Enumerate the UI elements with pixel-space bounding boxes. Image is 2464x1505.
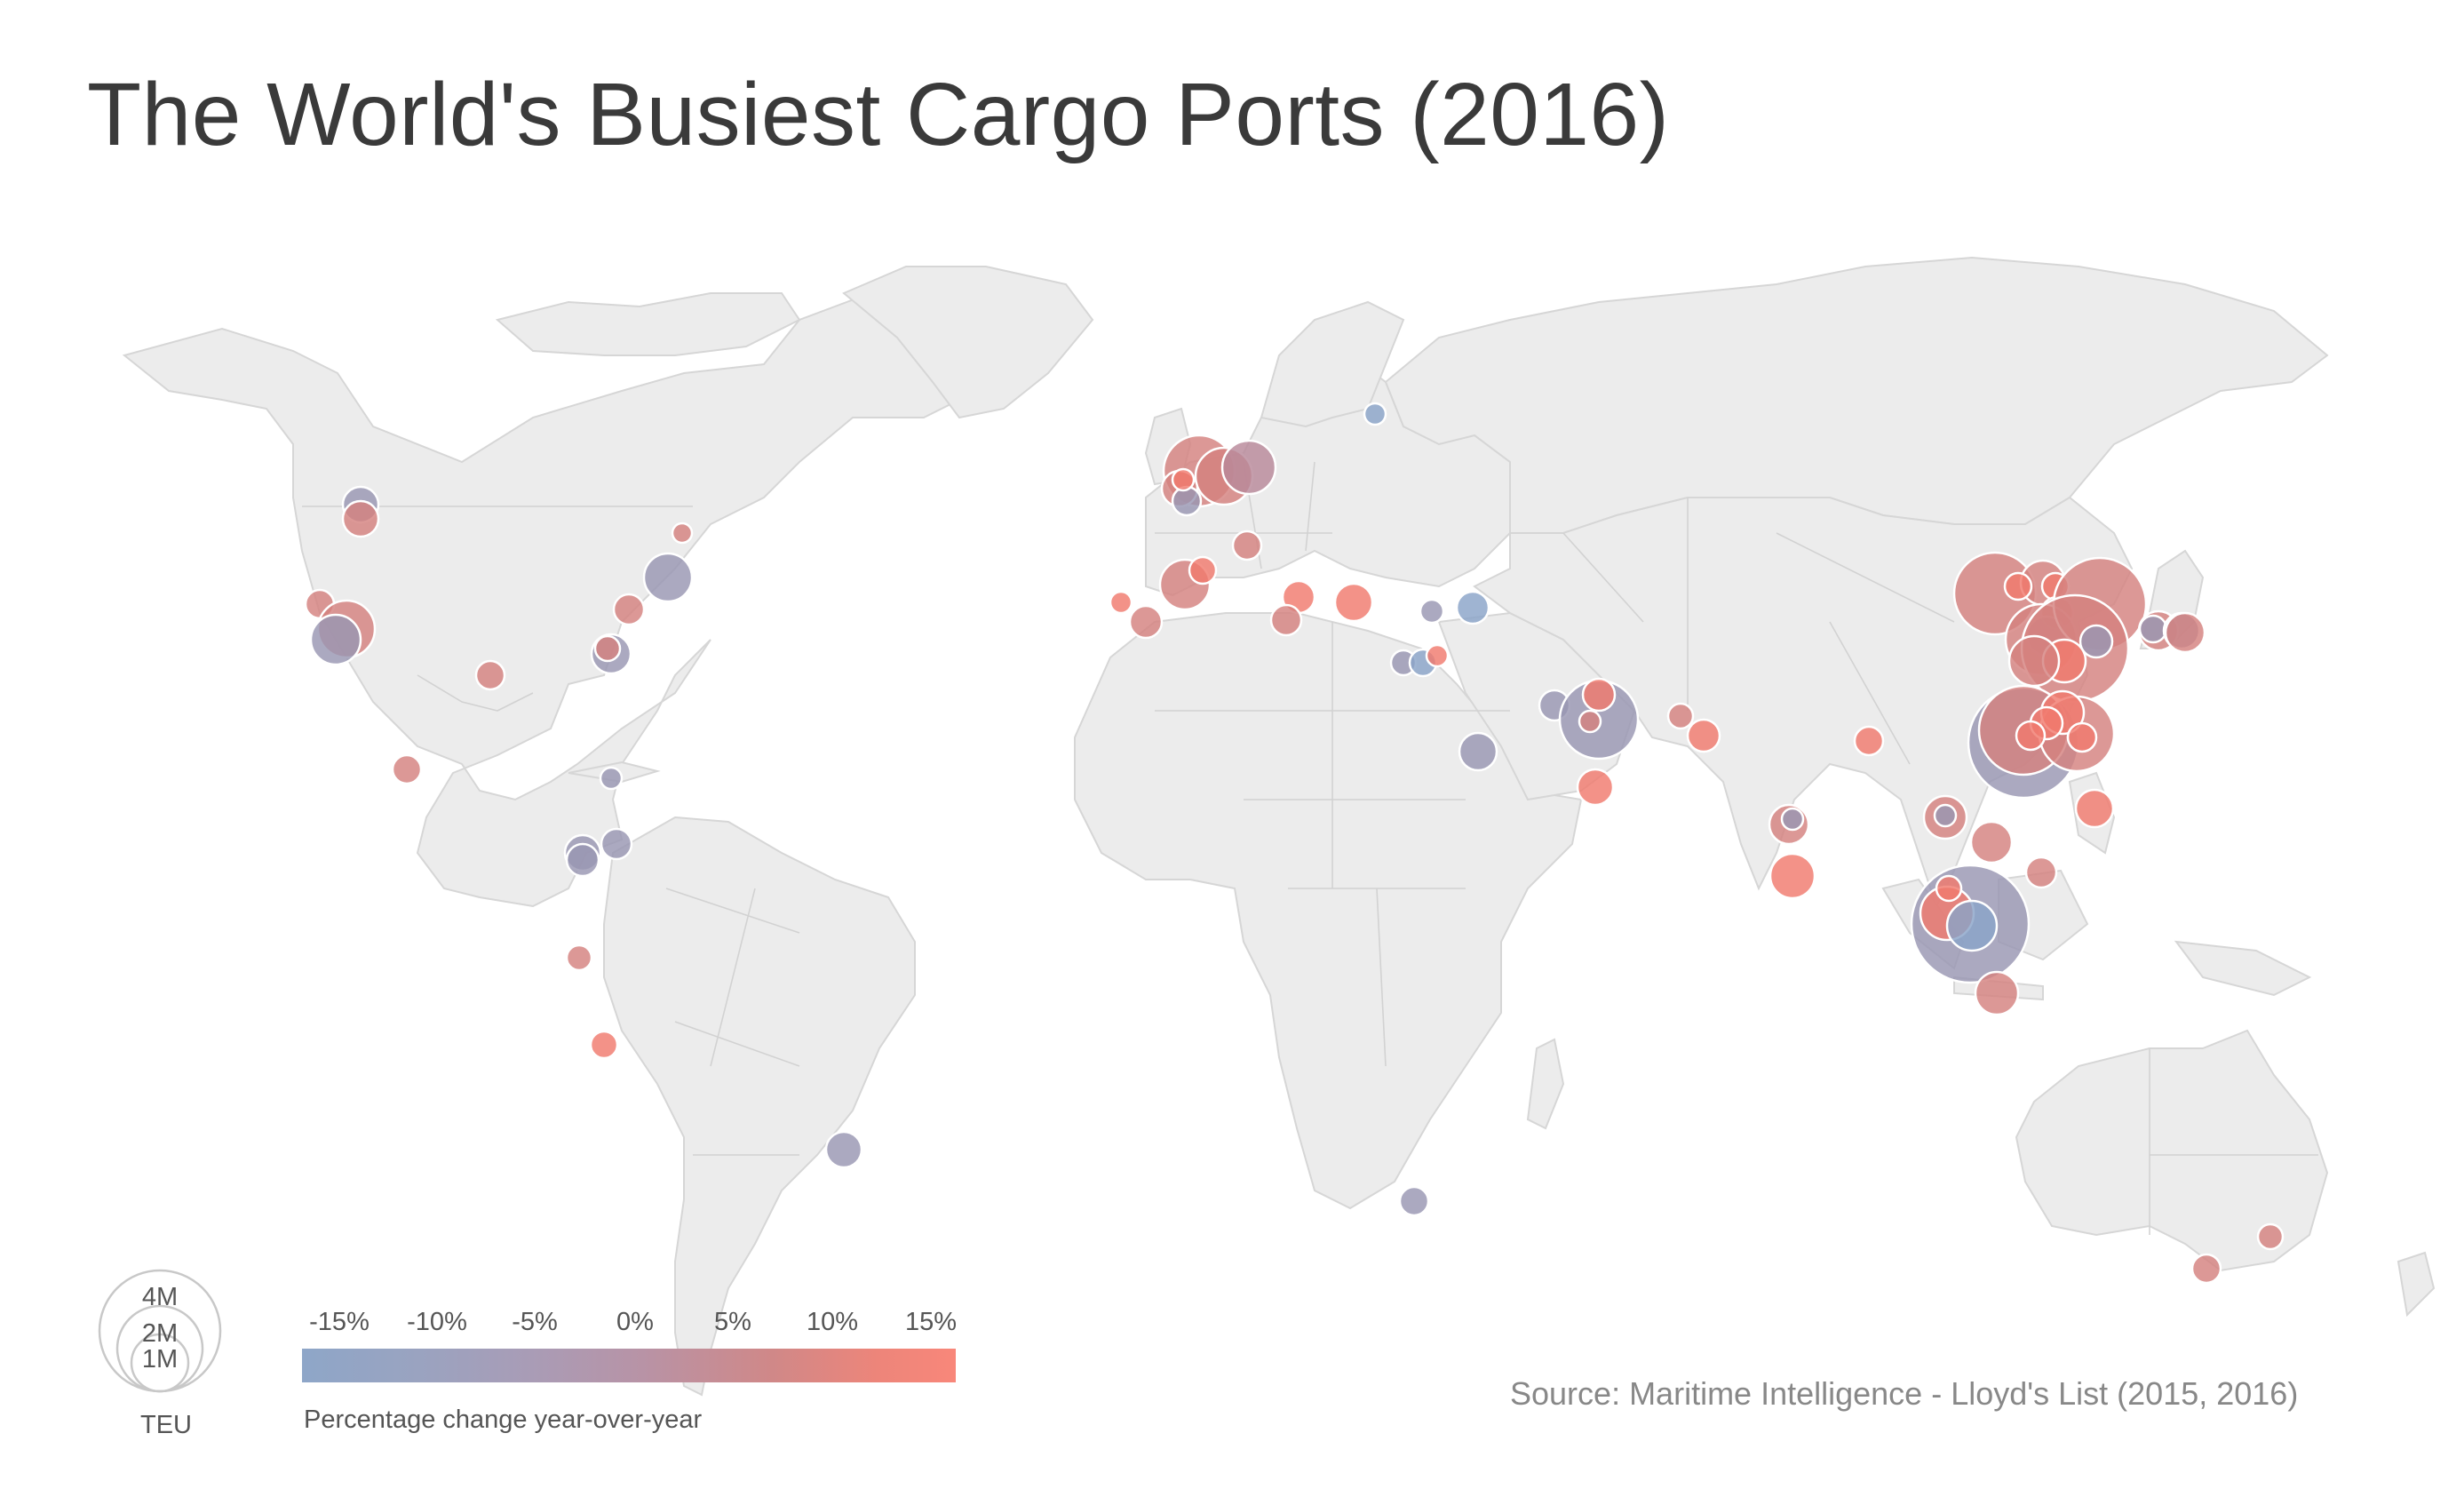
africa <box>1074 612 1583 1210</box>
port-bubble[interactable] <box>1128 604 1164 640</box>
port-bubble[interactable] <box>565 842 600 878</box>
port-bubble[interactable] <box>1220 439 1277 496</box>
port-bubble[interactable] <box>2015 720 2047 752</box>
port-bubble[interactable] <box>1581 677 1617 713</box>
size-legend: 4M 2M 1M <box>98 1253 249 1448</box>
port-bubble[interactable] <box>1686 718 1721 753</box>
size-label-1m: 1M <box>141 1345 179 1374</box>
port-bubble[interactable] <box>1853 725 1885 757</box>
size-legend-unit: TEU <box>140 1411 192 1439</box>
port-bubble[interactable] <box>1455 590 1490 625</box>
russia <box>1384 256 2329 534</box>
port-bubble[interactable] <box>341 499 380 538</box>
port-bubble[interactable] <box>2074 788 2115 829</box>
color-tick: 10% <box>806 1308 859 1336</box>
port-bubble[interactable] <box>599 766 624 791</box>
new-zealand <box>2396 1251 2436 1318</box>
color-ramp <box>302 1349 956 1382</box>
color-legend: -15% -10% -5% 0% 5% 10% 15% Percentage c… <box>293 1308 968 1441</box>
port-bubble[interactable] <box>2079 624 2114 659</box>
color-tick: -5% <box>512 1308 558 1336</box>
port-bubble[interactable] <box>2003 571 2033 601</box>
port-bubble[interactable] <box>1666 702 1695 730</box>
greenland <box>842 266 1094 419</box>
port-bubble[interactable] <box>1363 402 1387 426</box>
port-bubble[interactable] <box>1333 582 1374 623</box>
port-bubble[interactable] <box>2256 1222 2285 1251</box>
size-label-2m: 2M <box>141 1319 179 1348</box>
port-bubble[interactable] <box>1458 731 1498 772</box>
port-bubble[interactable] <box>642 552 694 603</box>
port-bubble[interactable] <box>1425 643 1450 668</box>
port-bubble[interactable] <box>391 753 423 785</box>
color-tick: -15% <box>309 1308 370 1336</box>
source-note: Source: Maritime Intelligence - Lloyd's … <box>1510 1375 2299 1412</box>
australia <box>2015 1029 2329 1272</box>
port-bubble[interactable] <box>1780 807 1805 832</box>
port-bubble[interactable] <box>2138 614 2168 644</box>
port-bubble[interactable] <box>1398 1185 1430 1217</box>
port-bubble[interactable] <box>1974 970 2020 1016</box>
arctic-islands <box>495 292 801 356</box>
port-bubble[interactable] <box>2066 721 2098 753</box>
port-bubble[interactable] <box>474 659 506 691</box>
north-america <box>122 291 1023 908</box>
scandinavia <box>1260 300 1405 428</box>
port-bubble[interactable] <box>2164 611 2206 654</box>
color-tick: 15% <box>904 1308 958 1336</box>
port-bubble[interactable] <box>1969 820 2014 864</box>
port-bubble[interactable] <box>565 944 593 972</box>
port-bubbles <box>304 402 2285 1285</box>
color-tick: 5% <box>714 1308 751 1336</box>
port-bubble[interactable] <box>1188 555 1218 585</box>
port-bubble[interactable] <box>1269 603 1303 637</box>
port-bubble[interactable] <box>1231 530 1263 561</box>
port-bubble[interactable] <box>1576 768 1615 807</box>
color-legend-caption: Percentage change year-over-year <box>304 1405 703 1434</box>
color-tick: -10% <box>407 1308 467 1336</box>
port-bubble[interactable] <box>309 613 362 666</box>
port-bubble[interactable] <box>1419 598 1445 625</box>
port-bubble[interactable] <box>1945 899 1999 952</box>
port-bubble[interactable] <box>824 1130 863 1169</box>
port-bubble[interactable] <box>1578 709 1602 734</box>
size-legend-circles <box>98 1269 222 1393</box>
port-bubble[interactable] <box>600 827 633 861</box>
size-label-4m: 4M <box>141 1283 179 1311</box>
port-bubble[interactable] <box>1769 852 1816 900</box>
size-circle-1m <box>130 1333 190 1393</box>
port-bubble[interactable] <box>2190 1253 2222 1285</box>
port-bubble[interactable] <box>593 634 622 663</box>
port-bubble[interactable] <box>2007 634 2061 688</box>
madagascar <box>1526 1038 1565 1130</box>
south-america <box>603 816 916 1397</box>
port-bubble[interactable] <box>589 1030 619 1060</box>
chart-title: The World's Busiest Cargo Ports (2016) <box>87 65 1670 164</box>
port-bubble[interactable] <box>1933 803 1958 828</box>
port-bubble[interactable] <box>1171 485 1203 517</box>
port-bubble[interactable] <box>1935 874 1963 903</box>
port-bubble[interactable] <box>1171 467 1196 492</box>
color-tick: 0% <box>616 1308 654 1336</box>
port-bubble[interactable] <box>612 593 646 626</box>
new-guinea <box>2174 940 2312 997</box>
landmasses <box>122 256 2436 1397</box>
port-bubble[interactable] <box>1109 590 1133 615</box>
port-bubble[interactable] <box>2024 856 2058 889</box>
port-bubble[interactable] <box>671 522 694 545</box>
